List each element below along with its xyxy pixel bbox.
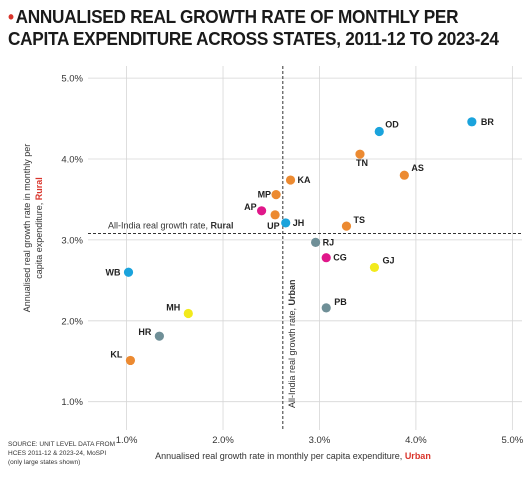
- point-label-ap: AP: [244, 202, 257, 212]
- urban-reference-label-text: All-India real growth rate, Urban: [287, 279, 297, 408]
- y-tick-label: 2.0%: [61, 316, 83, 327]
- point-label-wb: WB: [106, 267, 121, 277]
- x-tick-label: 5.0%: [502, 435, 524, 446]
- axes: 1.0% 2.0% 3.0% 4.0% 5.0% 1.0% 2.0% 3.0% 4.0% 5.0%…: [22, 74, 524, 461]
- y-tick-label: 1.0%: [61, 397, 83, 408]
- point-label-tn: TN: [356, 158, 368, 168]
- point-label-ts: TS: [353, 215, 365, 225]
- y-tick-label: 3.0%: [61, 235, 83, 246]
- reference-lines: All-India real growth rate, Rural All-Ind…: [88, 66, 522, 430]
- source-line-3: (only large states shown): [8, 459, 81, 466]
- point-label-rj: RJ: [323, 237, 335, 247]
- data-points: [123, 117, 477, 366]
- point-ts: [341, 221, 352, 231]
- point-label-cg: CG: [333, 253, 347, 263]
- point-rj: [311, 237, 321, 247]
- point-ka: [285, 175, 296, 185]
- title-line-2: CAPITA EXPENDITURE ACROSS STATES, 2011-1…: [8, 28, 499, 49]
- source-line-2: HCES 2011-12 & 2023-24, MoSPI: [8, 450, 107, 457]
- point-kl: [125, 355, 136, 366]
- x-tick-label: 3.0%: [309, 435, 331, 446]
- point-br: [467, 117, 477, 127]
- urban-reference-label: All-India real growth rate, Urban: [287, 279, 297, 408]
- point-jh: [281, 218, 291, 228]
- point-label-hr: HR: [138, 327, 151, 337]
- x-tick-label: 1.0%: [116, 435, 138, 446]
- point-label-kl: KL: [110, 349, 122, 359]
- point-tn: [355, 149, 365, 159]
- y-axis-title-line-1: Annualised real growth rate in monthly p…: [22, 144, 32, 313]
- source-line-1: SOURCE: UNIT LEVEL DATA FROM: [8, 441, 116, 448]
- chart-title: • ANNUALISED REAL GROWTH RATE OF MONTHLY …: [8, 6, 499, 50]
- y-tick-label: 4.0%: [61, 155, 83, 166]
- y-tick-label: 5.0%: [61, 74, 83, 85]
- grid: [88, 66, 522, 430]
- point-mh: [183, 308, 193, 319]
- point-label-up: UP: [267, 221, 280, 231]
- title-line-1: ANNUALISED REAL GROWTH RATE OF MONTHLY P…: [15, 6, 459, 27]
- point-wb: [123, 267, 134, 277]
- point-label-mp: MP: [258, 190, 272, 200]
- point-ap: [257, 206, 267, 216]
- point-label-gj: GJ: [382, 255, 394, 265]
- point-label-od: OD: [385, 120, 399, 130]
- point-label-mh: MH: [166, 303, 180, 313]
- point-cg: [321, 253, 331, 263]
- x-axis-title: Annualised real growth rate in monthly p…: [155, 451, 431, 461]
- source-note: SOURCE: UNIT LEVEL DATA FROM HCES 2011-1…: [8, 440, 138, 467]
- point-label-br: BR: [481, 117, 494, 127]
- x-tick-label: 2.0%: [212, 435, 234, 446]
- y-axis-title: Annualised real growth rate in monthly p…: [22, 144, 44, 313]
- title-bullet: •: [8, 6, 14, 27]
- y-axis-title-line-2: capita expenditure, Rural: [34, 177, 44, 279]
- point-as: [399, 170, 409, 180]
- point-pb: [321, 303, 331, 313]
- point-label-pb: PB: [334, 297, 347, 307]
- point-up: [270, 210, 280, 220]
- rural-reference-label: All-India real growth rate, Rural: [108, 220, 234, 230]
- point-label-ka: KA: [298, 175, 311, 185]
- x-tick-label: 4.0%: [405, 435, 427, 446]
- point-hr: [154, 331, 164, 341]
- point-gj: [369, 262, 380, 273]
- point-label-jh: JH: [293, 218, 305, 228]
- point-od: [374, 126, 384, 137]
- point-mp: [271, 190, 281, 200]
- point-label-as: AS: [411, 163, 424, 173]
